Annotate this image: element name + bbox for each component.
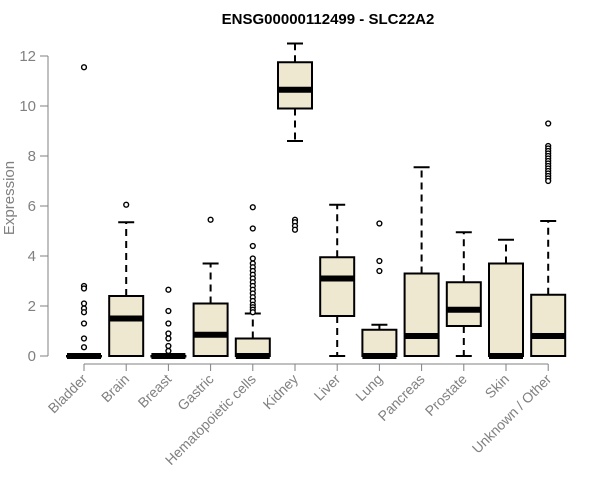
outlier-point <box>249 255 256 262</box>
outlier-point <box>249 225 256 232</box>
box-iqr <box>403 272 440 357</box>
outlier-point <box>165 342 172 350</box>
outlier-point <box>123 201 130 208</box>
outlier-point <box>207 216 214 223</box>
outlier-point <box>80 309 88 316</box>
outlier-point <box>376 220 383 227</box>
box-gastric <box>192 216 229 357</box>
y-axis: 0 2 4 6 8 10 12 <box>19 48 49 365</box>
box-iqr <box>488 262 524 357</box>
outlier-point <box>80 64 88 71</box>
x-tick-label: Breast <box>135 371 175 411</box>
y-axis-label: Expression <box>1 161 18 235</box>
box-iqr <box>530 293 567 357</box>
x-tick-label: Kidney <box>260 371 302 413</box>
box-liver <box>319 203 356 357</box>
y-tick-label: 4 <box>28 248 36 265</box>
box-series <box>66 42 567 359</box>
box-iqr <box>192 302 229 357</box>
outlier-point <box>80 285 88 292</box>
x-tick-label: Bladder <box>45 371 91 417</box>
outlier-point <box>545 120 552 127</box>
box-iqr <box>445 281 482 327</box>
box-breast <box>150 286 187 359</box>
y-tick-label: 0 <box>28 348 36 365</box>
outlier-point <box>165 347 172 355</box>
box-kidney <box>277 42 313 233</box>
box-skin <box>488 238 524 359</box>
box-lung <box>361 220 398 359</box>
outlier-point <box>249 204 256 211</box>
x-tick-label: Pancreas <box>375 371 428 424</box>
y-tick-label: 8 <box>28 148 36 165</box>
x-tick-label: Liver <box>311 371 344 404</box>
outlier-point <box>165 307 172 315</box>
outlier-point <box>165 286 172 293</box>
box-iqr <box>319 256 356 317</box>
box-pancreas <box>403 166 440 357</box>
box-hematopoietic-cells <box>234 204 271 359</box>
y-tick-label: 10 <box>19 98 36 115</box>
outlier-point <box>376 257 383 265</box>
x-tick-label: Skin <box>482 371 513 402</box>
outlier-point <box>249 309 256 316</box>
x-tick-label: Prostate <box>422 371 470 419</box>
outlier-point <box>80 335 88 342</box>
outlier-point <box>165 335 172 342</box>
outlier-point <box>376 267 383 275</box>
chart-title: ENSG00000112499 - SLC22A2 <box>222 11 435 28</box>
x-tick-label: Brain <box>98 371 132 405</box>
outlier-point <box>80 344 88 351</box>
outlier-point <box>80 300 88 307</box>
box-iqr <box>361 328 398 357</box>
x-tick-label: Lung <box>352 371 385 404</box>
outlier-point <box>545 177 552 185</box>
box-iqr <box>277 61 313 110</box>
box-iqr <box>108 295 145 357</box>
box-prostate <box>445 231 482 357</box>
y-tick-label: 6 <box>28 198 36 215</box>
outlier-point <box>165 320 172 327</box>
y-tick-label: 12 <box>19 48 36 65</box>
box-unknown-other <box>530 120 567 357</box>
box-brain <box>108 201 145 357</box>
x-tick-label: Unknown / Other <box>469 371 555 457</box>
outlier-point <box>249 242 256 250</box>
outlier-point <box>165 330 172 337</box>
outlier-point <box>291 226 299 233</box>
box-bladder <box>66 64 102 359</box>
y-tick-label: 2 <box>28 298 36 315</box>
outlier-point <box>80 320 88 327</box>
